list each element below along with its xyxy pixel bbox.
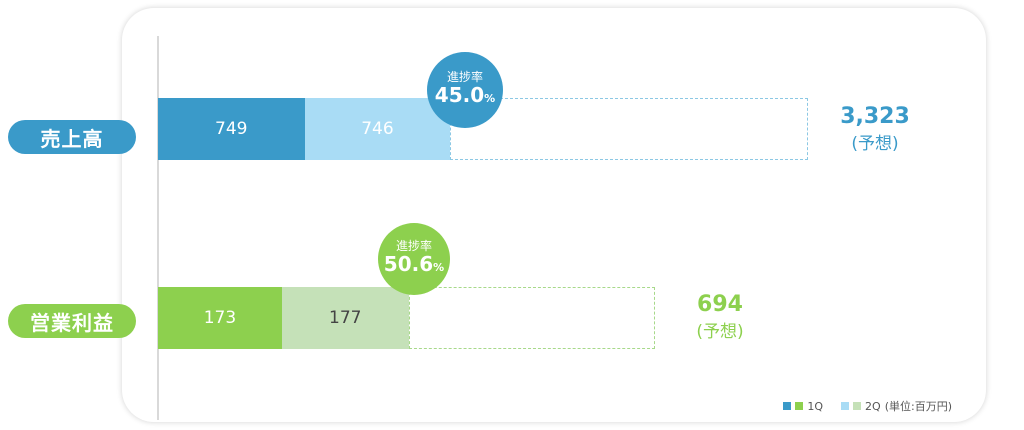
forecast-sales-label: (予想) [851, 134, 899, 154]
progress-value-sales: 45.0% [434, 83, 496, 107]
y-axis-line [157, 36, 159, 420]
progress-caption-profit: 進捗率 [395, 239, 432, 253]
legend: 1Q 2Q (単位:百万円) [783, 398, 952, 414]
bar-sales-remaining [450, 98, 808, 160]
category-label-profit: 営業利益 [8, 304, 136, 338]
chart-card [122, 8, 986, 422]
progress-bubble-profit: 進捗率 50.6% [378, 223, 450, 295]
category-label-sales: 売上高 [8, 120, 136, 154]
progress-caption-sales: 進捗率 [446, 70, 483, 84]
progress-value-profit: 50.6% [383, 252, 445, 276]
legend-swatch-q2-profit [853, 402, 862, 410]
legend-unit: (単位:百万円) [884, 400, 952, 413]
legend-label-q2: 2Q [865, 399, 881, 413]
bar-profit-q2: 177 [281, 287, 409, 349]
bar-sales-q1: 749 [158, 98, 305, 160]
forecast-sales: 3,323 (予想) [820, 104, 930, 154]
legend-swatch-q1-sales [783, 402, 792, 410]
legend-swatch-q1-profit [795, 402, 804, 410]
legend-swatch-q2-sales [841, 402, 850, 410]
progress-bubble-sales: 進捗率 45.0% [427, 52, 503, 128]
forecast-sales-value: 3,323 [840, 104, 910, 129]
forecast-profit-value: 694 [697, 292, 743, 317]
legend-label-q1: 1Q [807, 399, 824, 413]
forecast-profit: 694 (予想) [665, 292, 775, 342]
bar-profit-q1: 173 [158, 287, 282, 349]
bar-profit-remaining [408, 287, 655, 349]
forecast-profit-label: (予想) [696, 322, 744, 342]
bar-sales-q2: 746 [304, 98, 451, 160]
